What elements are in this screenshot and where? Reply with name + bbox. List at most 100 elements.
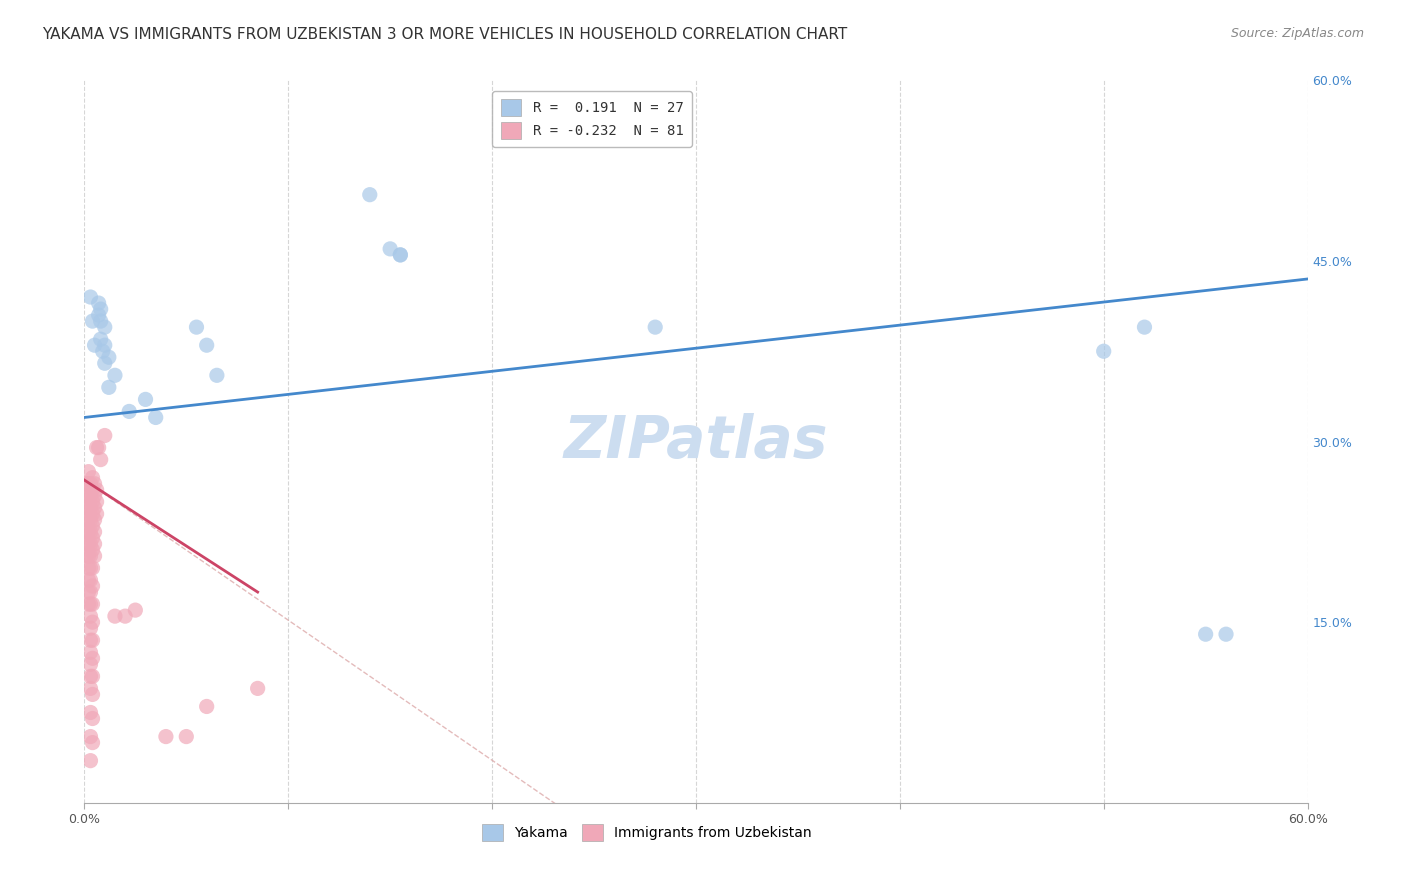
Point [195,338,218,352]
Point [86,441,108,455]
Point [86,507,108,521]
Point [77,561,100,575]
Point [79,621,101,635]
Point [83,549,105,563]
Point [79,489,101,503]
Point [1195,627,1218,641]
Point [82,507,104,521]
Legend: Yakama, Immigrants from Uzbekistan: Yakama, Immigrants from Uzbekistan [477,818,817,847]
Point [79,537,101,551]
Point [205,368,228,383]
Point [79,681,101,696]
Point [79,500,101,515]
Point [75,549,97,563]
Point [82,518,104,533]
Point [79,706,101,720]
Point [77,489,100,503]
Point [82,615,104,630]
Point [104,609,127,624]
Point [83,489,105,503]
Point [91,344,114,359]
Point [77,524,100,539]
Point [1092,344,1115,359]
Point [135,392,157,407]
Point [82,687,104,701]
Point [77,537,100,551]
Point [83,476,105,491]
Point [83,513,105,527]
Point [79,524,101,539]
Point [104,368,127,383]
Point [77,573,100,587]
Point [82,542,104,557]
Text: YAKAMA VS IMMIGRANTS FROM UZBEKISTAN 3 OR MORE VEHICLES IN HOUSEHOLD CORRELATION: YAKAMA VS IMMIGRANTS FROM UZBEKISTAN 3 O… [42,27,848,42]
Point [87,308,110,322]
Point [83,338,105,352]
Point [97,350,120,364]
Point [79,609,101,624]
Point [118,404,141,418]
Point [79,597,101,611]
Point [79,669,101,683]
Point [90,314,112,328]
Point [82,561,104,575]
Point [82,483,104,497]
Point [114,609,136,624]
Point [79,561,101,575]
Point [77,585,100,599]
Point [75,524,97,539]
Point [79,657,101,672]
Point [79,476,101,491]
Point [246,681,269,696]
Point [186,320,208,334]
Point [93,320,115,334]
Point [155,730,177,744]
Point [389,248,412,262]
Point [75,476,97,491]
Point [82,651,104,665]
Text: ZIPatlas: ZIPatlas [564,413,828,470]
Point [79,290,101,304]
Point [79,754,101,768]
Point [82,314,104,328]
Point [389,248,412,262]
Point [195,699,218,714]
Point [93,356,115,370]
Point [82,579,104,593]
Point [75,500,97,515]
Point [79,573,101,587]
Point [83,524,105,539]
Point [93,428,115,442]
Point [380,242,402,256]
Point [86,494,108,508]
Point [82,470,104,484]
Point [90,452,112,467]
Point [77,476,100,491]
Point [93,338,115,352]
Point [82,494,104,508]
Point [82,531,104,545]
Point [82,735,104,749]
Point [82,712,104,726]
Point [75,513,97,527]
Point [82,597,104,611]
Point [79,513,101,527]
Point [75,489,97,503]
Point [1215,627,1237,641]
Point [359,187,381,202]
Point [90,301,112,317]
Point [86,483,108,497]
Point [79,633,101,648]
Point [124,603,146,617]
Point [77,549,100,563]
Point [83,537,105,551]
Point [644,320,666,334]
Point [75,537,97,551]
Point [77,513,100,527]
Point [174,730,197,744]
Point [87,296,110,310]
Point [82,633,104,648]
Point [77,597,100,611]
Point [87,441,110,455]
Point [77,465,100,479]
